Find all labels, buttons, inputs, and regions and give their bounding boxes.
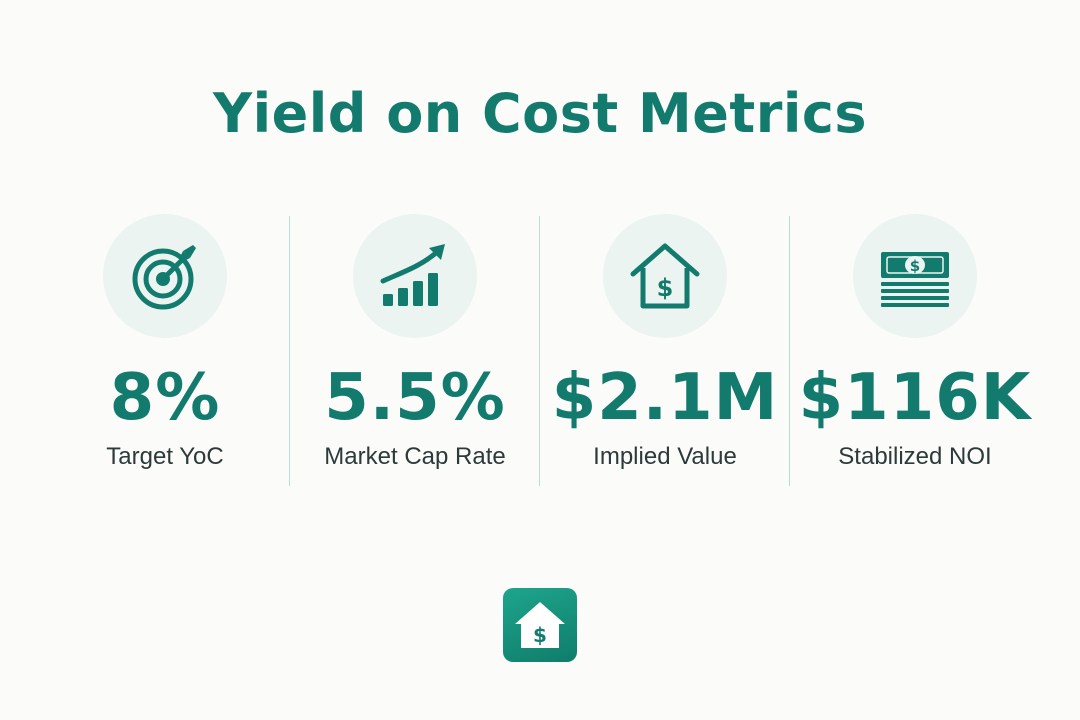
svg-text:$: $	[910, 257, 920, 275]
svg-text:$: $	[533, 623, 547, 647]
metric-value: $2.1M	[551, 361, 779, 435]
metric-target-yoc: 8% Target YoC	[40, 212, 290, 488]
divider	[788, 216, 790, 486]
metric-label: Stabilized NOI	[838, 443, 992, 470]
target-icon	[103, 214, 227, 338]
metric-label: Market Cap Rate	[324, 443, 506, 470]
divider	[288, 216, 290, 486]
metric-label: Implied Value	[593, 443, 737, 470]
metric-implied-value: $ $2.1M Implied Value	[540, 212, 790, 488]
house-dollar-icon: $	[603, 214, 727, 338]
house-dollar-logo-icon: $	[503, 588, 577, 662]
metric-market-cap-rate: 5.5% Market Cap Rate	[290, 212, 540, 488]
metric-stabilized-noi: $ $116K Stabilized NOI	[790, 212, 1040, 488]
page-title: Yield on Cost Metrics	[213, 82, 867, 145]
metric-value: $116K	[798, 361, 1032, 435]
metric-label: Target YoC	[106, 443, 224, 470]
cash-stack-icon: $	[853, 214, 977, 338]
divider	[538, 216, 540, 486]
metric-value: 8%	[109, 361, 221, 435]
growth-chart-icon	[353, 214, 477, 338]
svg-text:$: $	[657, 274, 674, 302]
metric-value: 5.5%	[324, 361, 506, 435]
metrics-row: 8% Target YoC 5.5% Market Cap Rate	[40, 212, 1040, 488]
